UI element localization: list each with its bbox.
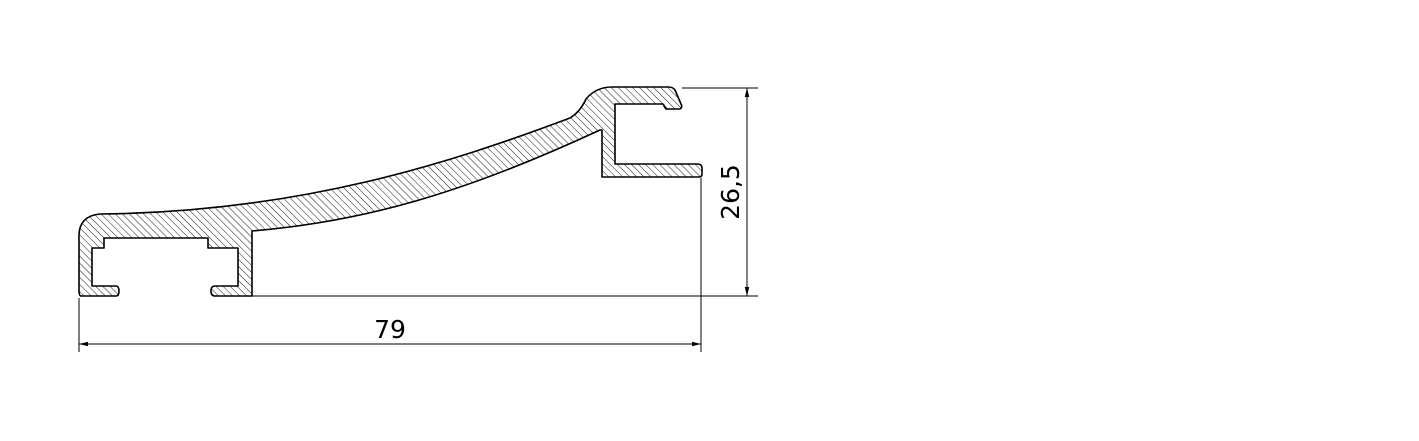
height-dimension-label: 26,5 bbox=[716, 164, 745, 220]
profile-section bbox=[78, 86, 703, 297]
width-dimension-label: 79 bbox=[374, 315, 406, 344]
